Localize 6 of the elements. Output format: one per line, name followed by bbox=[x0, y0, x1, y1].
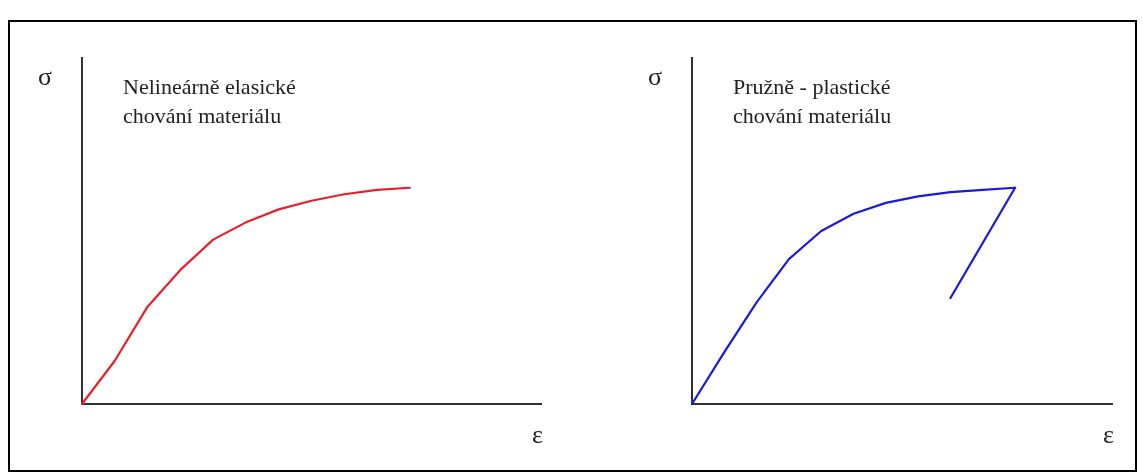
chart-title: Nelineárně elasické chování materiálu bbox=[123, 73, 296, 130]
y-axis-title: σ bbox=[648, 62, 663, 92]
x-axis-title: ε bbox=[1103, 420, 1114, 450]
y-axis-title: σ bbox=[38, 62, 53, 92]
x-axis-title: ε bbox=[532, 420, 543, 450]
chart-title: Pružně - plastické chování materiálu bbox=[733, 73, 892, 130]
